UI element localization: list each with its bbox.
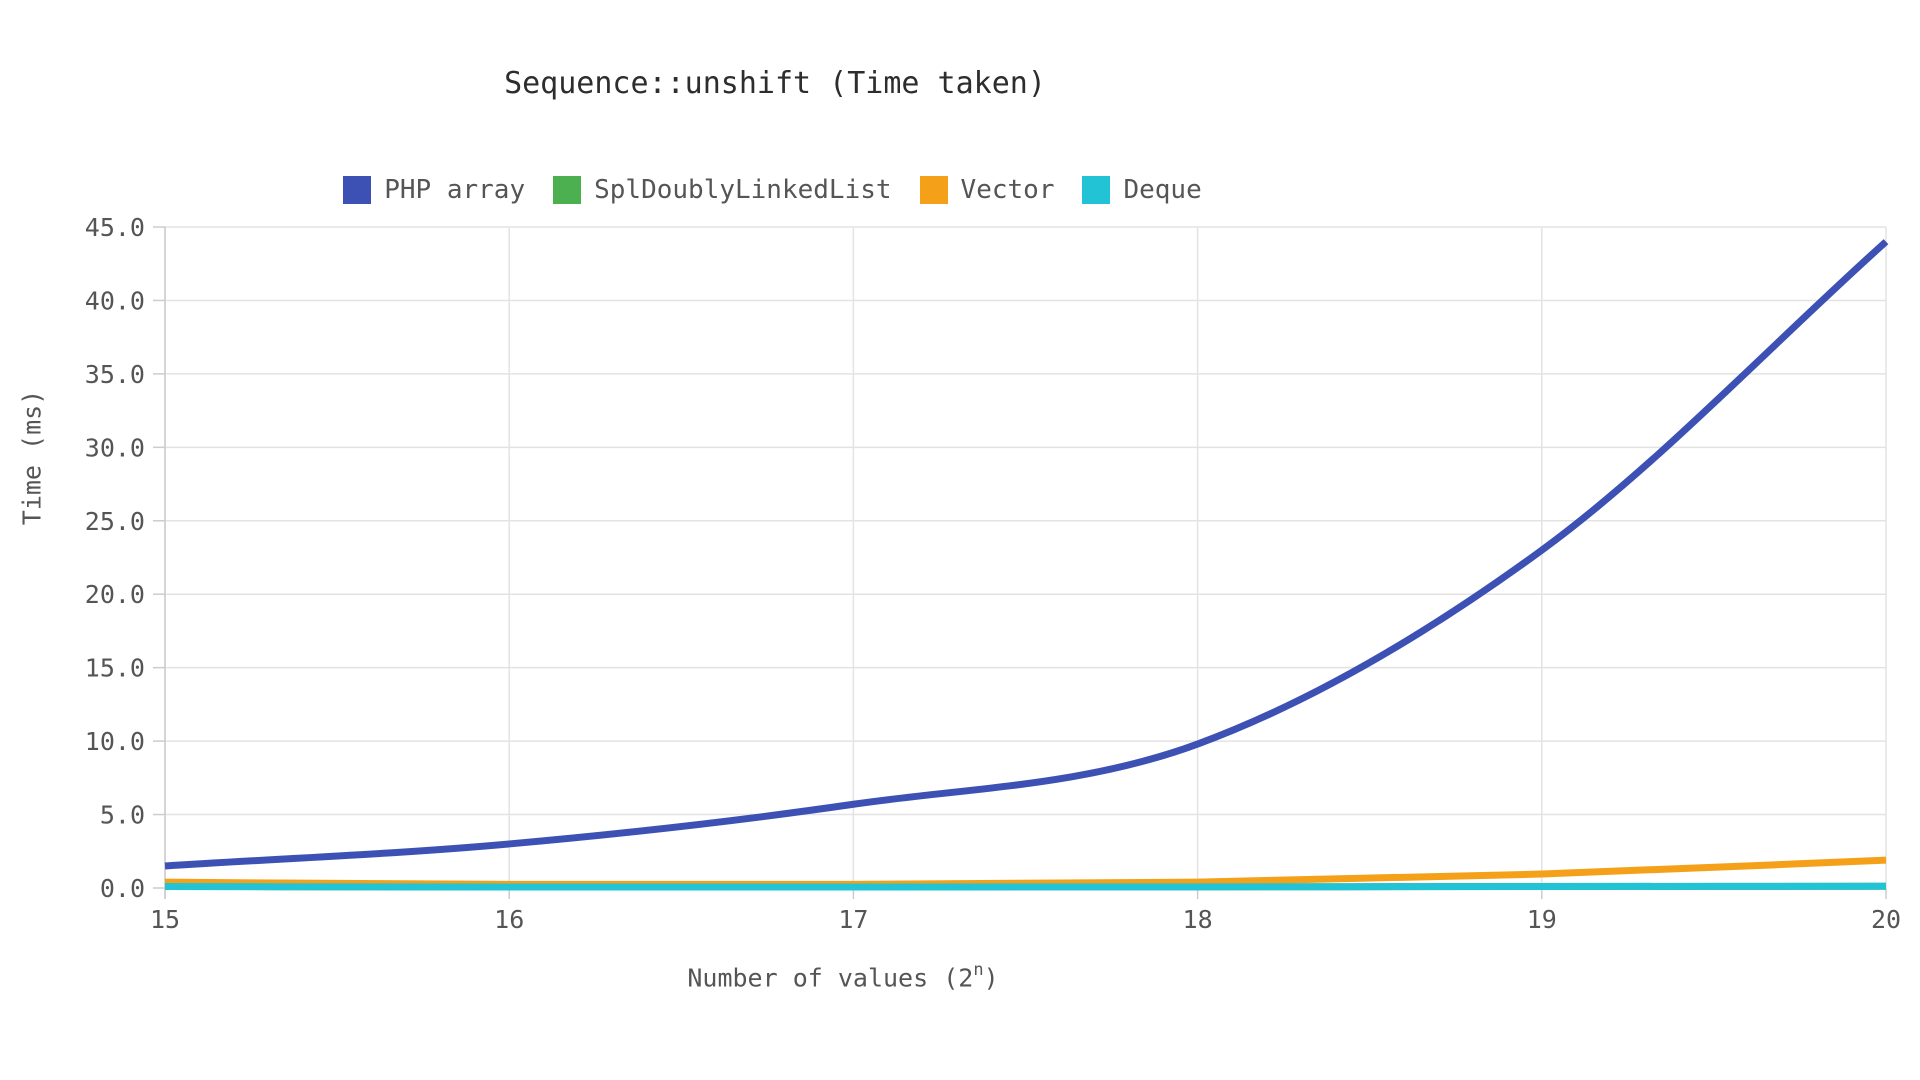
x-tick-label: 15 [150,905,180,934]
y-tick-label: 25.0 [85,507,145,536]
y-tick-label: 35.0 [85,360,145,389]
y-tick-label: 15.0 [85,654,145,683]
y-tick-label: 20.0 [85,580,145,609]
legend-label-vector: Vector [960,175,1055,205]
x-tick-label: 17 [838,905,868,934]
legend-label-deque: Deque [1123,175,1202,205]
x-tick-label: 20 [1871,905,1901,934]
legend-item-vector: Vector [919,175,1055,205]
series-line-php-array [164,239,1889,870]
y-tick-label: 10.0 [85,727,145,756]
x-tick-label: 19 [1527,905,1557,934]
legend-swatch-spldoublylinkedlist [553,176,582,204]
legend-swatch-php-array [343,176,372,204]
legend-label-spldoublylinkedlist: SplDoublyLinkedList [594,175,892,205]
y-tick-label: 45.0 [85,213,145,242]
x-axis-title: Number of values (2n) [0,960,1686,993]
chart-legend: PHP array SplDoublyLinkedList Vector Deque [0,175,1545,205]
series-line-deque [164,882,1887,891]
y-tick-label: 0.0 [100,874,145,903]
y-tick-label: 30.0 [85,433,145,462]
legend-item-deque: Deque [1082,175,1202,205]
legend-item-spldoublylinkedlist: SplDoublyLinkedList [553,175,892,205]
x-axis-title-text: Number of values (2 [687,963,974,993]
y-axis-title: Time (ms) [17,389,47,526]
y-tick-label: 40.0 [85,286,145,315]
y-tick-label: 5.0 [100,801,145,830]
x-axis-title-superscript: n [973,960,984,980]
series-line-vector [164,856,1887,888]
legend-item-php-array: PHP array [343,175,525,205]
x-tick-label: 18 [1183,905,1213,934]
legend-swatch-deque [1082,176,1111,204]
x-tick-label: 16 [494,905,524,934]
legend-swatch-vector [919,176,948,204]
legend-label-php-array: PHP array [384,175,526,205]
x-axis-title-close: ) [983,963,999,993]
chart-title: Sequence::unshift (Time taken) [504,66,1046,101]
